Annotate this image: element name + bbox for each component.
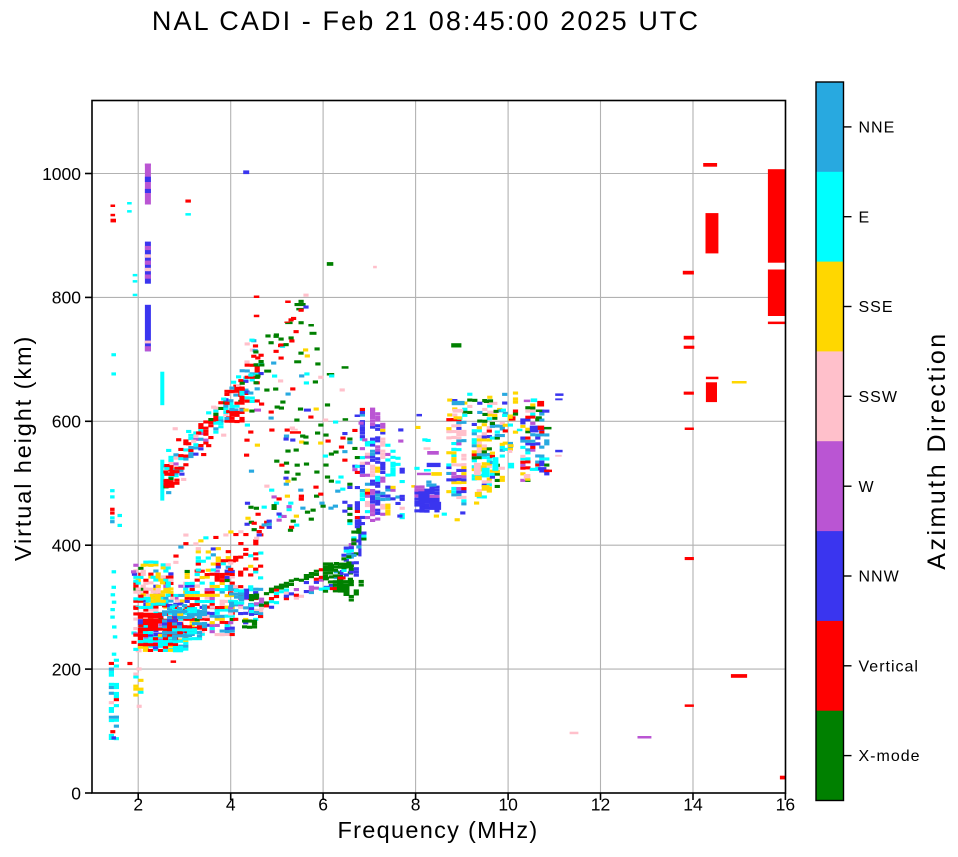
svg-text:Virtual height (km): Virtual height (km) <box>10 335 36 561</box>
svg-text:SSE: SSE <box>859 299 894 316</box>
svg-text:10: 10 <box>498 795 518 815</box>
svg-text:200: 200 <box>52 659 81 679</box>
svg-text:NAL CADI - Feb 21 08:45:00 202: NAL CADI - Feb 21 08:45:00 2025 UTC <box>152 6 700 36</box>
svg-text:16: 16 <box>776 795 795 815</box>
svg-text:Vertical: Vertical <box>859 658 919 675</box>
svg-text:1000: 1000 <box>42 164 81 184</box>
svg-text:W: W <box>859 479 875 496</box>
svg-text:NNE: NNE <box>859 120 896 137</box>
svg-text:12: 12 <box>591 795 610 815</box>
svg-text:X-mode: X-mode <box>859 748 921 765</box>
svg-text:2: 2 <box>133 795 143 815</box>
svg-text:600: 600 <box>52 412 81 432</box>
svg-text:4: 4 <box>226 795 236 815</box>
svg-text:E: E <box>859 209 871 226</box>
svg-text:800: 800 <box>52 288 81 308</box>
svg-text:Azimuth Direction: Azimuth Direction <box>923 331 951 569</box>
svg-text:0: 0 <box>71 783 81 803</box>
svg-text:SSW: SSW <box>859 389 898 406</box>
svg-text:6: 6 <box>318 795 328 815</box>
svg-text:14: 14 <box>683 795 703 815</box>
svg-text:Frequency (MHz): Frequency (MHz) <box>337 817 538 843</box>
svg-text:400: 400 <box>52 536 81 556</box>
svg-text:NNW: NNW <box>859 569 900 586</box>
svg-text:8: 8 <box>411 795 421 815</box>
